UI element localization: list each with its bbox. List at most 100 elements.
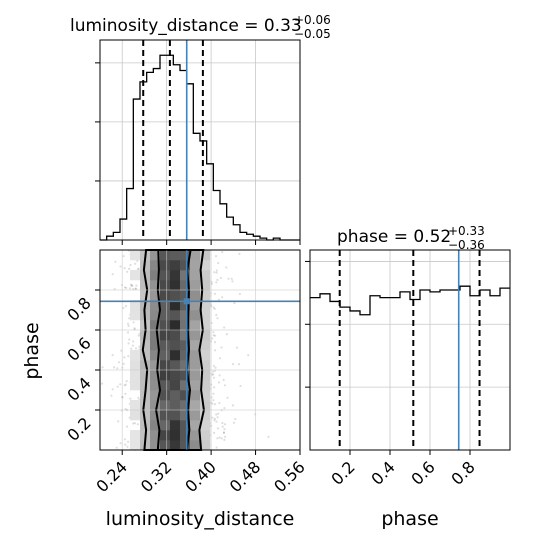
sample-point [115, 446, 118, 449]
density-bin [150, 290, 161, 301]
density-bin [200, 310, 211, 321]
sample-point [231, 404, 234, 407]
density-bin [130, 370, 141, 381]
x-tick-label-phase: 0.6 [407, 457, 438, 488]
density-bin [170, 270, 181, 281]
density-bin [160, 410, 171, 421]
density-bin [170, 290, 181, 301]
sample-point [216, 278, 219, 281]
sample-point [129, 283, 133, 286]
x-tick-label-phase: 0.8 [447, 457, 478, 488]
sample-point [215, 281, 218, 284]
density-bin [190, 300, 201, 311]
sample-point [216, 416, 219, 419]
sample-point [216, 427, 220, 430]
sample-point [126, 270, 129, 273]
sample-point [223, 407, 226, 410]
sample-point [212, 370, 215, 373]
sample-point [237, 363, 240, 366]
density-bin [170, 420, 181, 431]
sample-point [129, 263, 132, 267]
sample-point [101, 382, 104, 385]
density-bin [200, 330, 211, 341]
density-bin [190, 350, 201, 361]
x-tick-label-luminosity-distance: 0.40 [181, 457, 220, 496]
sample-point [215, 446, 218, 449]
density-bin [170, 360, 181, 371]
sample-point [212, 331, 215, 334]
hist2-step-histogram [310, 285, 510, 316]
density-bin [200, 410, 211, 421]
sample-point [113, 366, 116, 369]
sample-point [123, 384, 126, 387]
density-bin [180, 340, 191, 351]
y-tick-label-phase: 0.2 [63, 413, 94, 444]
sample-point [131, 344, 134, 347]
sample-point [129, 397, 132, 400]
density-bin [190, 380, 201, 391]
density-bin [200, 440, 211, 451]
sample-point [234, 417, 237, 421]
density-bin [180, 260, 191, 271]
density-bin [190, 340, 201, 351]
density-bin [170, 410, 181, 421]
density-bin [140, 370, 151, 381]
sample-point [212, 364, 216, 367]
hist1-step-histogram [100, 54, 300, 241]
sample-point [127, 324, 130, 327]
sample-point [110, 394, 113, 397]
sample-point [124, 304, 128, 308]
sample-point [135, 284, 138, 287]
density-bin [180, 430, 191, 441]
sample-point [123, 286, 127, 289]
sample-point [213, 431, 216, 434]
sample-point [215, 271, 218, 274]
sample-point [132, 340, 135, 343]
density-bin [190, 370, 201, 381]
sample-point [119, 383, 122, 386]
sample-point [213, 419, 216, 422]
x-tick-label-phase: 0.2 [327, 457, 358, 488]
sample-point [136, 423, 139, 426]
sample-point [134, 287, 138, 290]
sample-point [124, 443, 127, 446]
density-bin [190, 440, 201, 451]
sample-point [213, 334, 217, 337]
density-bin [160, 280, 171, 291]
sample-point [212, 334, 215, 337]
density-bin [190, 430, 201, 441]
sample-point [214, 349, 217, 352]
sample-point [134, 287, 137, 290]
sample-point [221, 251, 224, 254]
density-bin [170, 300, 181, 311]
sample-point [114, 260, 117, 263]
sample-point [111, 273, 114, 276]
density-bin [170, 330, 181, 341]
density-bin [150, 380, 161, 391]
sample-point [222, 431, 225, 434]
density-bin [130, 440, 141, 451]
sample-point [215, 269, 218, 272]
sample-point [127, 331, 130, 334]
sample-point [217, 298, 221, 301]
sample-point [217, 381, 221, 384]
density-bin [170, 390, 181, 401]
density-bin [180, 250, 191, 261]
sample-point [122, 362, 125, 365]
sample-point [219, 276, 222, 280]
sample-point [222, 378, 225, 381]
sample-point [131, 284, 134, 287]
sample-point [124, 392, 127, 395]
density-bin [150, 250, 161, 261]
sample-point [223, 428, 226, 431]
sample-point [132, 422, 135, 425]
sample-point [128, 287, 132, 290]
density-bin [140, 410, 151, 421]
sample-point [225, 266, 228, 269]
density-bin [200, 370, 211, 381]
density-bin [170, 350, 181, 361]
y-tick-label-phase: 0.8 [63, 293, 94, 324]
sample-point [137, 396, 140, 399]
density-bin [150, 270, 161, 281]
sample-point [213, 386, 216, 389]
